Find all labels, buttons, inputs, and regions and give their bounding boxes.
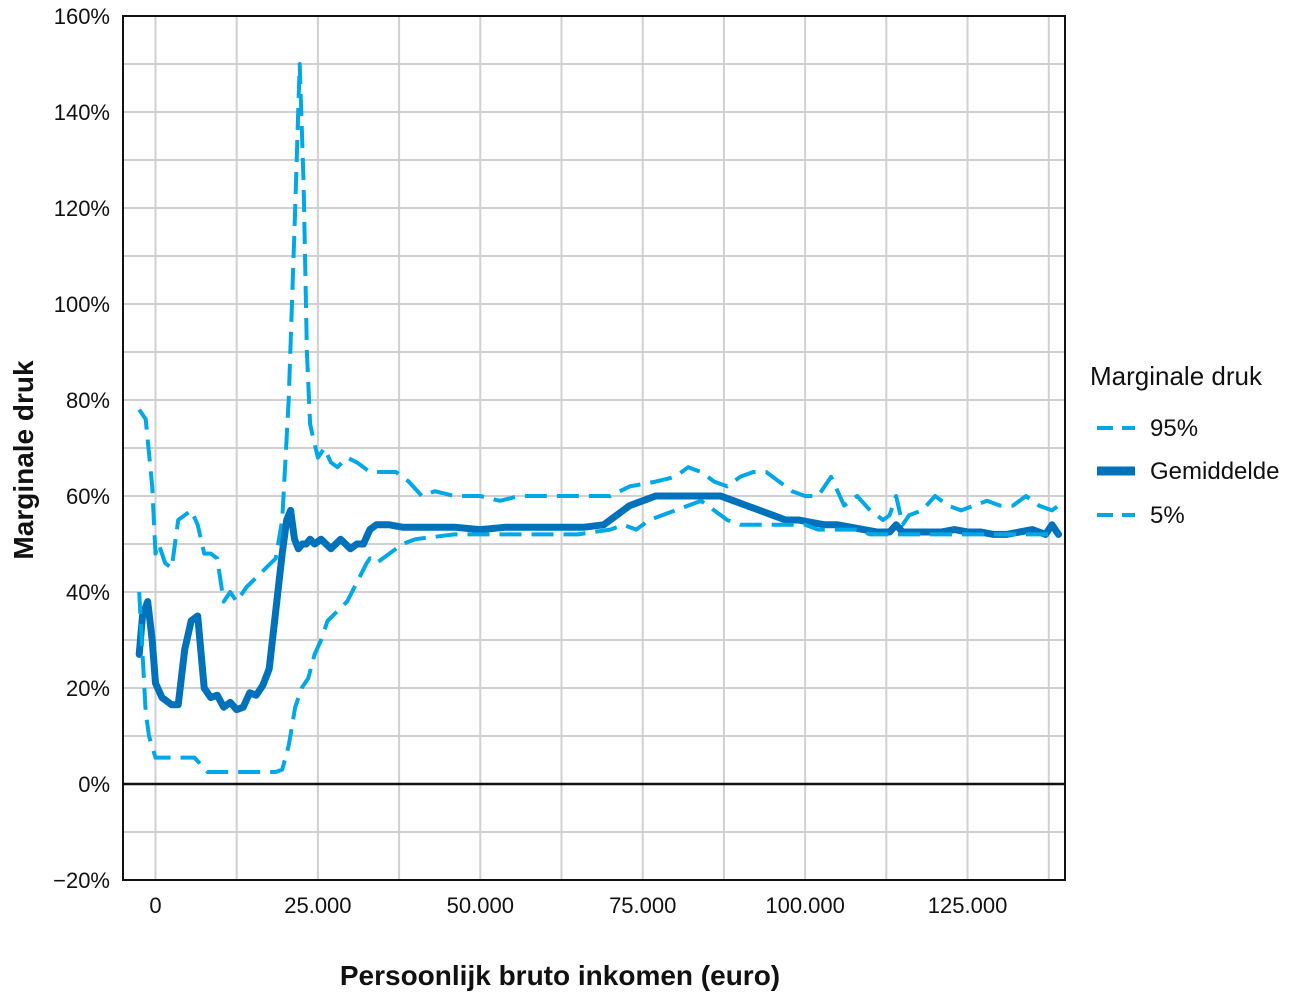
legend-label: Gemiddelde — [1150, 458, 1279, 485]
y-tick-label: 120% — [54, 196, 110, 221]
series-line-solid-1 — [135, 492, 1062, 714]
series-line-dashed-0 — [137, 62, 1060, 604]
y-tick-label: 20% — [66, 676, 110, 701]
y-tick-label: −20% — [53, 868, 110, 893]
x-tick-label: 100.000 — [765, 893, 845, 918]
plot-frame — [122, 15, 1066, 881]
x-tick-labels: 0 25.000 50.000 75.000 100.000 125.000 — [149, 893, 1007, 918]
legend-items: 95% Gemiddelde 5% — [1097, 415, 1279, 529]
x-tick-label: 125.000 — [928, 893, 1008, 918]
y-tick-label: 140% — [54, 100, 110, 125]
x-tick-label: 50.000 — [447, 893, 514, 918]
x-tick-label: 75.000 — [609, 893, 676, 918]
y-axis-title: Marginale druk — [8, 360, 39, 560]
x-tick-label: 0 — [149, 893, 161, 918]
y-tick-label: 100% — [54, 292, 110, 317]
legend: Marginale druk 95% Gemiddelde 5% — [1090, 361, 1279, 529]
x-axis-title: Persoonlijk bruto inkomen (euro) — [340, 960, 780, 991]
y-tick-label: 160% — [54, 4, 110, 29]
y-tick-label: 0% — [78, 772, 110, 797]
x-tick-label: 25.000 — [284, 893, 351, 918]
y-tick-label: 40% — [66, 580, 110, 605]
grid — [123, 16, 1065, 880]
legend-label: 95% — [1150, 415, 1198, 442]
legend-label: 5% — [1150, 502, 1185, 529]
legend-title: Marginale druk — [1090, 361, 1263, 391]
series-line-dashed-2 — [137, 498, 1059, 774]
y-tick-label: 60% — [66, 484, 110, 509]
series-lines — [135, 62, 1062, 774]
y-tick-labels: −20% 0% 20% 40% 60% 80% 100% 120% 140% 160% — [53, 4, 110, 893]
y-tick-label: 80% — [66, 388, 110, 413]
